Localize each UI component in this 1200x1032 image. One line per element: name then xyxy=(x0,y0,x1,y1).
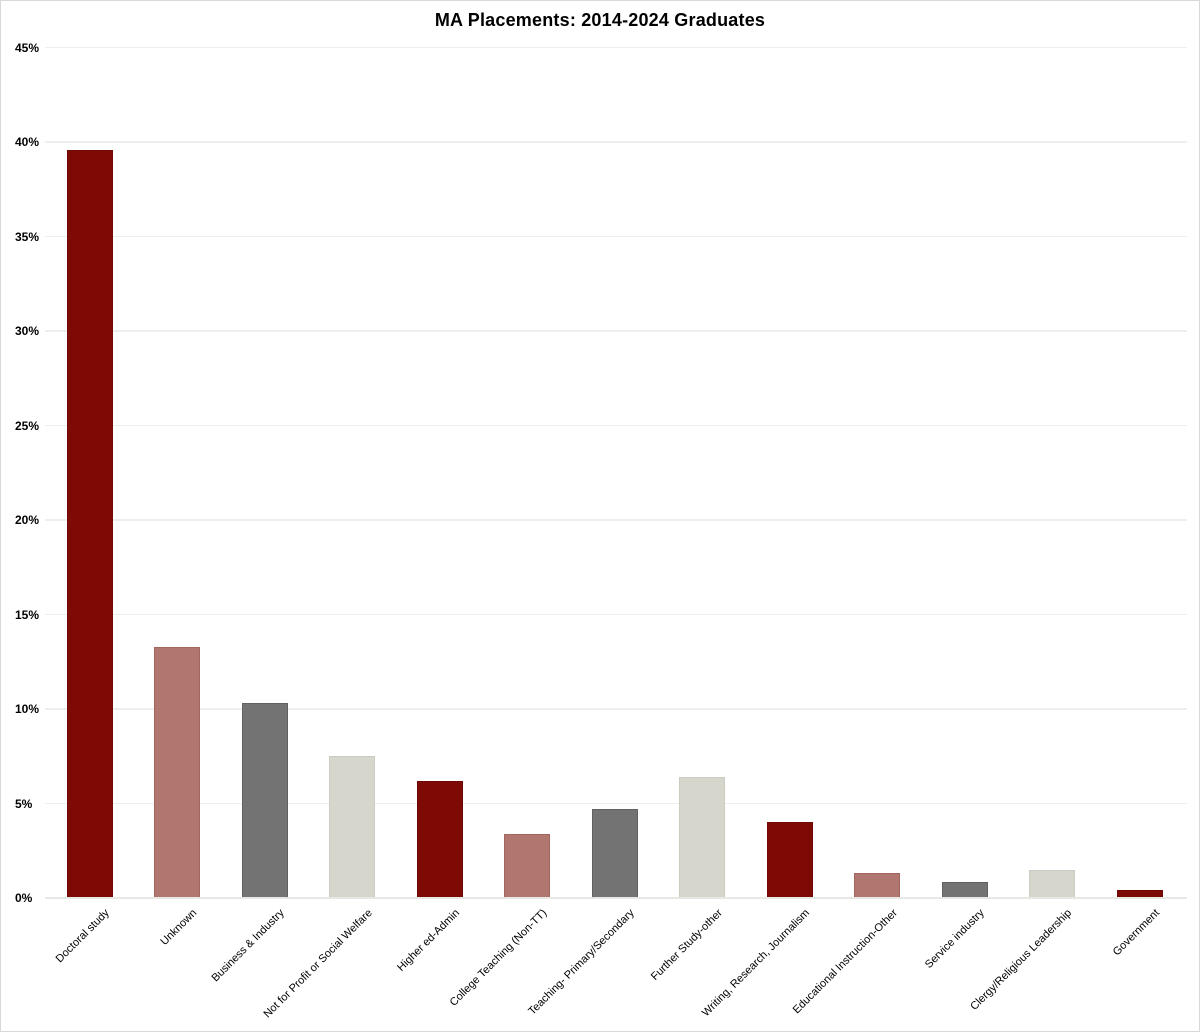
gridline xyxy=(45,613,1187,615)
x-axis-category-label: Clergy/Religious Leadership xyxy=(968,907,1075,1013)
bar xyxy=(1029,869,1075,898)
gridline xyxy=(45,46,1187,48)
y-axis-tick-label: 40% xyxy=(15,135,40,149)
y-axis-tick-label: 0% xyxy=(15,891,33,905)
bar xyxy=(591,809,638,898)
y-axis-tick-label: 45% xyxy=(15,40,40,55)
y-axis-tick-label: 15% xyxy=(15,607,40,622)
x-axis-category-label: Educational Instruction-Other xyxy=(790,907,900,1017)
bar xyxy=(766,822,813,898)
x-axis-line xyxy=(45,897,1187,899)
bar xyxy=(941,881,988,898)
gridline xyxy=(45,141,1187,143)
x-axis-category-label: Further Study-other xyxy=(648,907,725,983)
gridline xyxy=(45,802,1187,804)
bar xyxy=(241,703,288,898)
y-axis-tick-label: 35% xyxy=(15,229,40,244)
bar xyxy=(416,780,463,898)
bar xyxy=(329,756,375,898)
y-axis-tick-label: 20% xyxy=(15,513,40,527)
gridline xyxy=(45,235,1187,237)
bar xyxy=(66,149,113,898)
x-axis-category-label: Teaching- Primary/Secondary xyxy=(526,907,637,1018)
x-axis-category-label: Government xyxy=(1110,907,1162,959)
bar xyxy=(504,833,550,898)
x-axis-category-label: College Teaching (Non-TT) xyxy=(447,907,550,1009)
gridline xyxy=(45,519,1187,521)
x-axis-category-label: Service industry xyxy=(923,907,987,971)
x-axis-category-label: Doctoral study xyxy=(53,907,112,966)
x-axis-category-label: Business & Industry xyxy=(209,907,287,985)
gridline xyxy=(45,330,1187,332)
y-axis-tick-label: 25% xyxy=(15,418,40,433)
bar xyxy=(854,873,900,898)
bar xyxy=(154,646,200,898)
x-axis-category-label: Unknown xyxy=(158,907,200,948)
x-axis-category-label: Higher ed-Admin xyxy=(395,907,462,974)
bar xyxy=(679,777,725,898)
gridline xyxy=(45,708,1187,710)
y-axis-tick-label: 30% xyxy=(15,324,40,338)
gridline xyxy=(45,424,1187,426)
y-axis-tick-label: 5% xyxy=(15,796,33,811)
chart-title: MA Placements: 2014-2024 Graduates xyxy=(434,10,766,30)
y-axis-tick-label: 10% xyxy=(15,702,40,716)
